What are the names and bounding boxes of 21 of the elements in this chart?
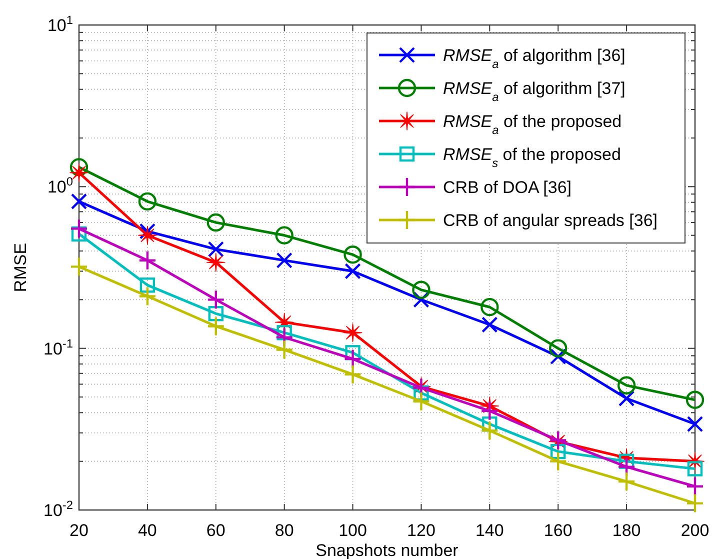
x-tick-label: 160 — [544, 521, 572, 540]
y-tick-label: 10$^{0}$ — [47, 174, 74, 197]
x-tick-label: 20 — [70, 521, 88, 540]
y-axis-title: RMSE — [11, 242, 30, 292]
legend-label: RMSE$_{a}$ of the proposed — [443, 112, 622, 137]
x-tick-label: 60 — [206, 521, 226, 540]
y-tick-label: 10$^{-2}$ — [44, 498, 74, 520]
legend-label: RMSE$_{a}$ of algorithm [37] — [443, 79, 626, 104]
legend-label: RMSE$_{a}$ of algorithm [36] — [443, 46, 626, 71]
x-tick-label: 180 — [612, 521, 641, 540]
x-tick-label: 120 — [407, 521, 436, 540]
x-tick-label: 40 — [138, 521, 157, 540]
x-tick-label: 80 — [274, 521, 294, 540]
x-tick-label: 200 — [680, 521, 710, 540]
legend-label: CRB of DOA [36] — [443, 178, 572, 197]
y-tick-label: 10$^{-1}$ — [44, 336, 74, 358]
y-tick-label: 10$^{1}$ — [47, 13, 74, 35]
x-tick-label: 140 — [475, 521, 504, 540]
x-tick-label: 100 — [338, 521, 367, 540]
legend-label: RMSE$_{s}$ of the proposed — [443, 145, 621, 170]
legend-label: CRB of angular spreads [36] — [443, 211, 658, 230]
